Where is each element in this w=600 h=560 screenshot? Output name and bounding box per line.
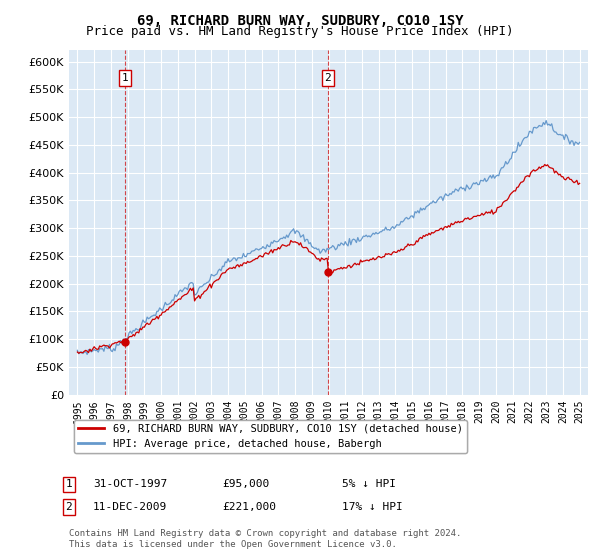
Text: £95,000: £95,000 — [222, 479, 269, 489]
Text: 5% ↓ HPI: 5% ↓ HPI — [342, 479, 396, 489]
Text: Contains HM Land Registry data © Crown copyright and database right 2024.
This d: Contains HM Land Registry data © Crown c… — [69, 529, 461, 549]
Text: 69, RICHARD BURN WAY, SUDBURY, CO10 1SY: 69, RICHARD BURN WAY, SUDBURY, CO10 1SY — [137, 14, 463, 28]
Text: 31-OCT-1997: 31-OCT-1997 — [93, 479, 167, 489]
Text: £221,000: £221,000 — [222, 502, 276, 512]
Text: 2: 2 — [324, 73, 331, 83]
Text: 17% ↓ HPI: 17% ↓ HPI — [342, 502, 403, 512]
Text: 1: 1 — [65, 479, 73, 489]
Text: Price paid vs. HM Land Registry's House Price Index (HPI): Price paid vs. HM Land Registry's House … — [86, 25, 514, 38]
Legend: 69, RICHARD BURN WAY, SUDBURY, CO10 1SY (detached house), HPI: Average price, de: 69, RICHARD BURN WAY, SUDBURY, CO10 1SY … — [74, 419, 467, 453]
Text: 1: 1 — [121, 73, 128, 83]
Text: 2: 2 — [65, 502, 73, 512]
Text: 11-DEC-2009: 11-DEC-2009 — [93, 502, 167, 512]
